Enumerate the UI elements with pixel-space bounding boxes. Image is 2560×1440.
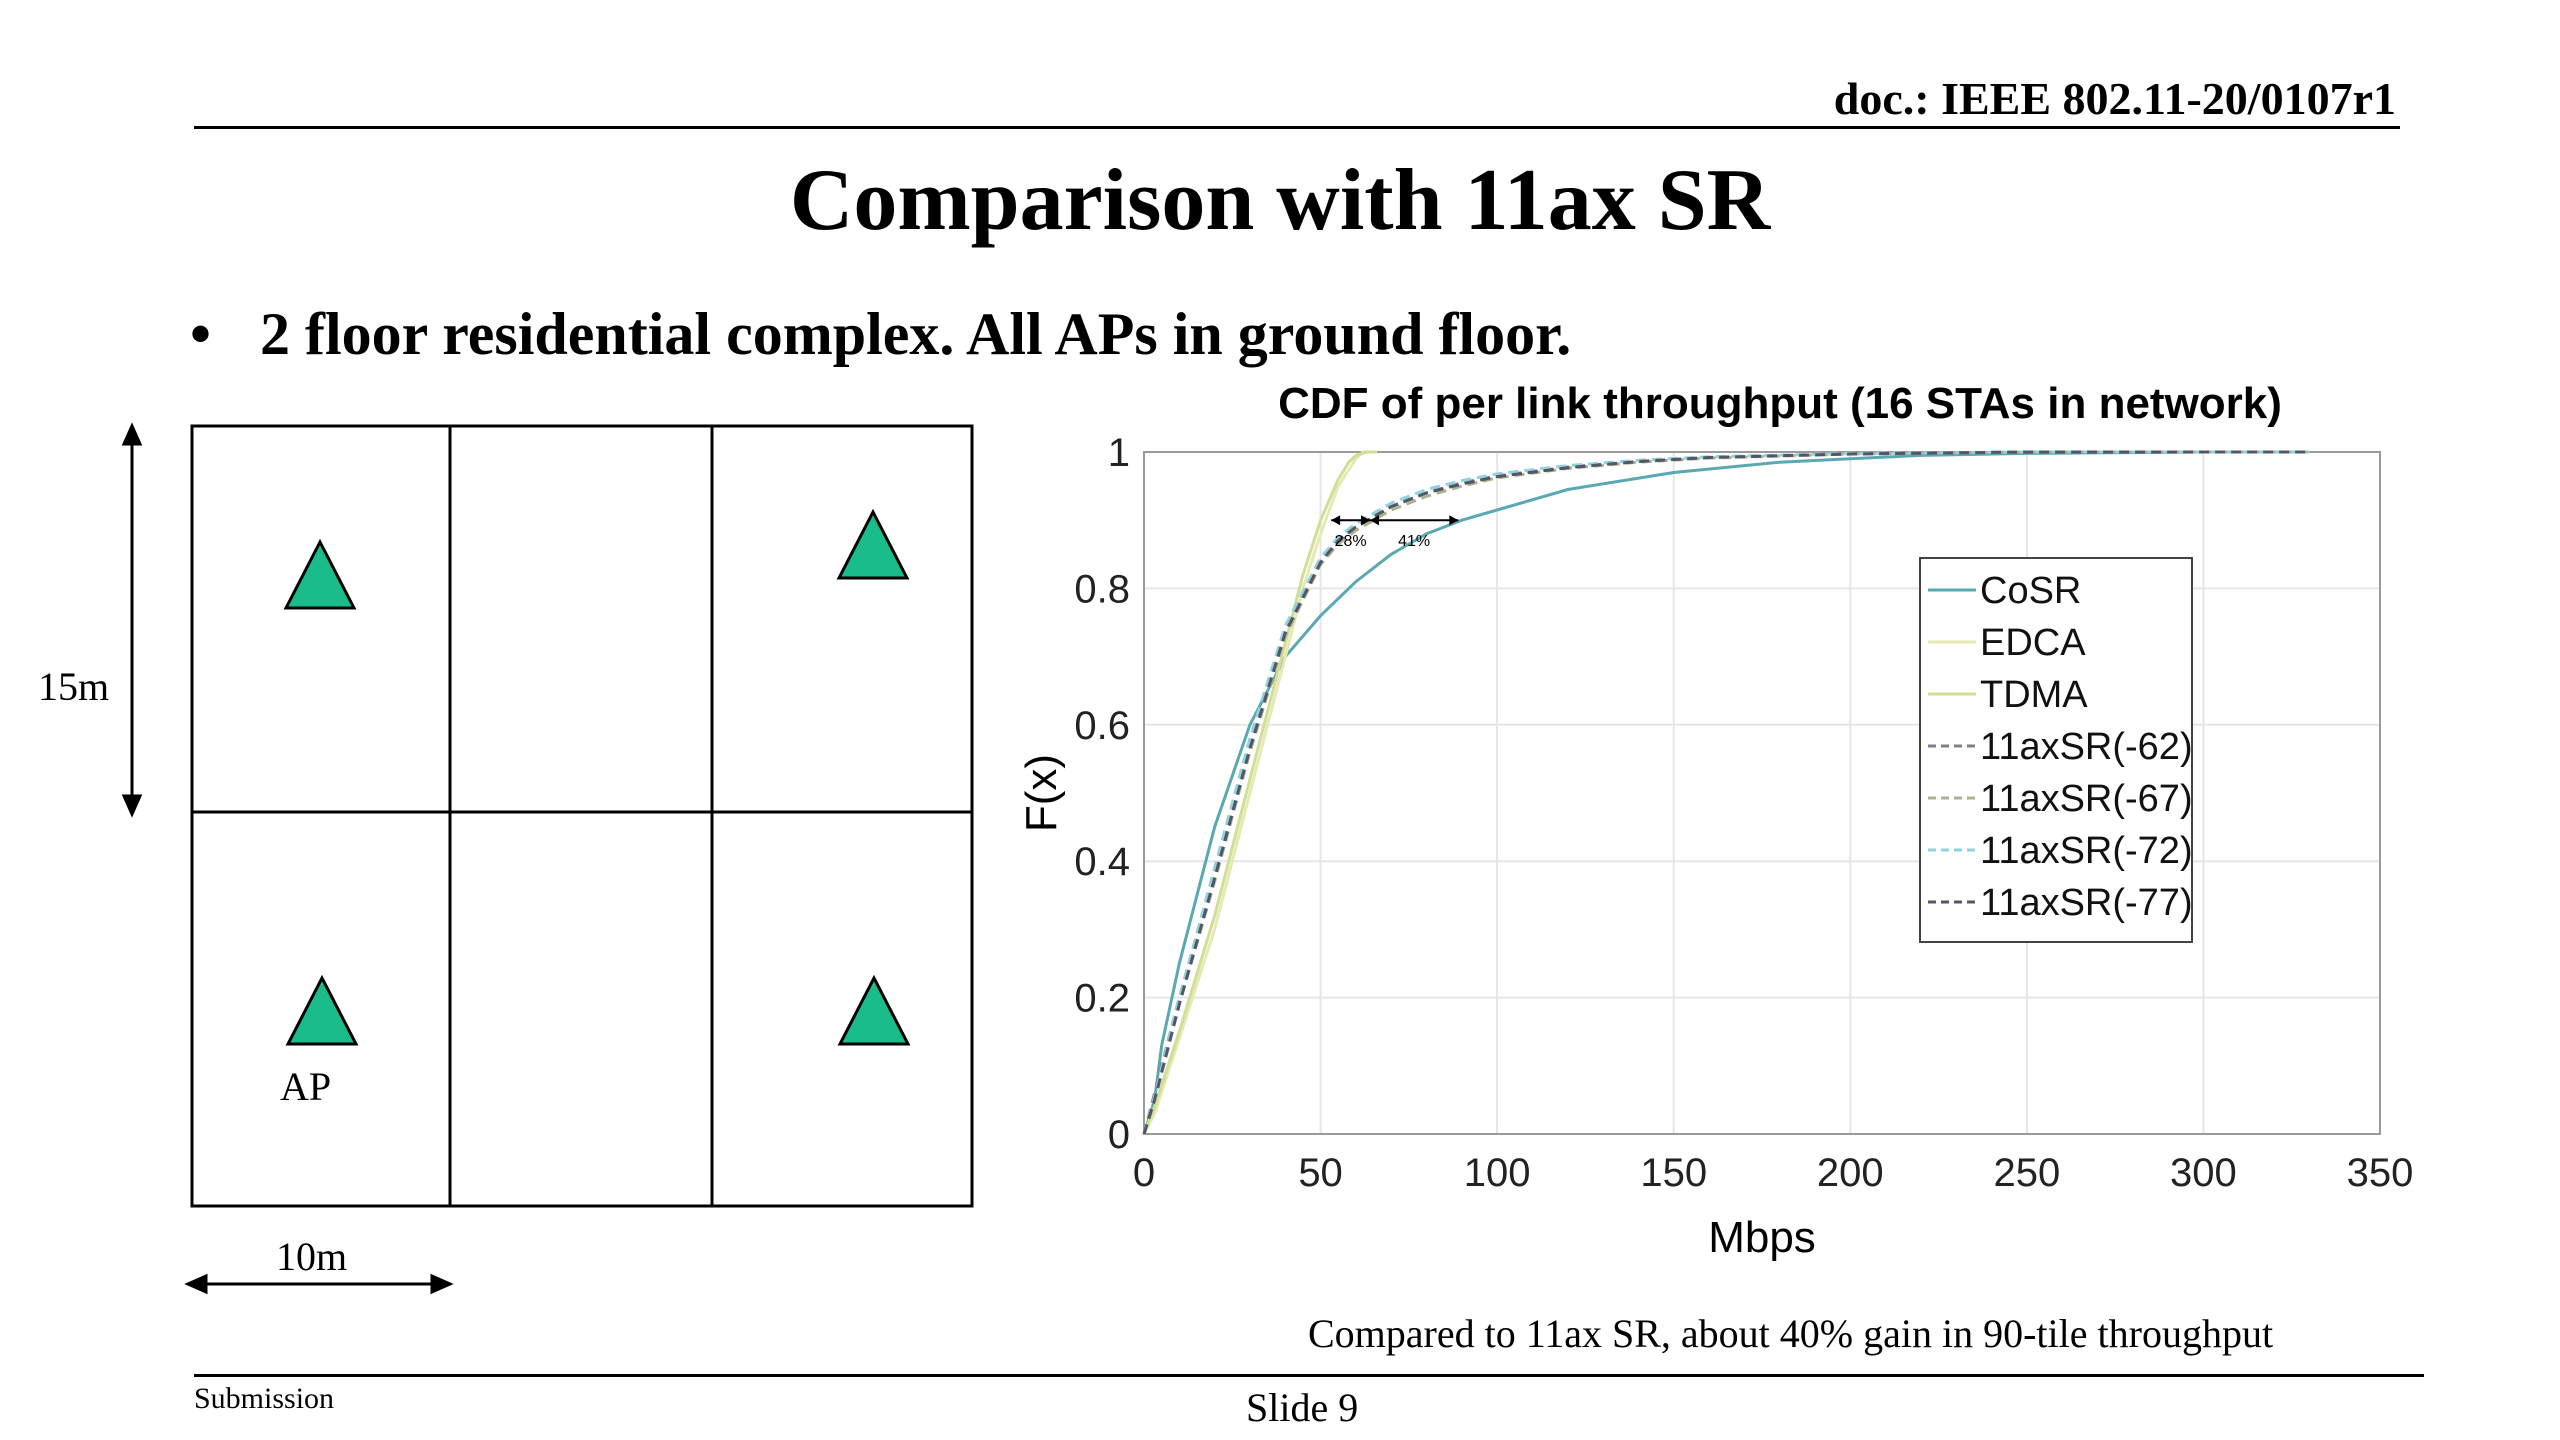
annotation-arrowhead — [1370, 515, 1380, 526]
annotation-arrowhead — [1449, 515, 1459, 526]
annotation-label: 41% — [1398, 533, 1430, 550]
legend-entry: 11axSR(-72) — [1980, 830, 2193, 872]
floor-grid — [190, 424, 974, 1208]
x-tick-label: 50 — [1298, 1151, 1343, 1195]
y-tick-label: 0 — [1108, 1113, 1130, 1157]
y-tick-label: 1 — [1108, 431, 1130, 475]
axis-ticks: 0 50 100 150 200 250 300 350 0 0.2 0.4 0.6 0.8 1 — [1074, 431, 2413, 1195]
x-tick-label: 150 — [1640, 1151, 1707, 1195]
annotation-arrowhead — [1331, 515, 1341, 526]
plot-area-frame — [1143, 451, 2381, 1135]
legend-entry: 11axSR(-77) — [1980, 882, 2193, 924]
chart-title: CDF of per link throughput (16 STAs in n… — [1278, 380, 2282, 428]
ap-triangle-icon — [285, 974, 359, 1046]
ap-label: AP — [280, 1064, 331, 1109]
footer-divider — [194, 1374, 2424, 1377]
y-axis-label: F(x) — [1017, 754, 1066, 832]
x-axis-label: Mbps — [1708, 1213, 1816, 1262]
y-tick-label: 0.6 — [1074, 704, 1130, 748]
x-tick-label: 200 — [1817, 1151, 1884, 1195]
series-line — [1142, 450, 1378, 1135]
slide-title: Comparison with 11ax SR — [789, 152, 1771, 249]
width-label: 10m — [276, 1234, 347, 1279]
bullet-text: 2 floor residential complex. All APs in … — [260, 301, 1572, 367]
y-tick-label: 0.8 — [1074, 567, 1130, 611]
x-tick-label: 300 — [2170, 1151, 2237, 1195]
x-tick-label: 350 — [2347, 1151, 2414, 1195]
chart-annotations: 28% 41% — [1331, 515, 1459, 550]
document-id: doc.: IEEE 802.11-20/0107r1 — [1833, 73, 2396, 124]
footer-submission: Submission — [194, 1382, 335, 1415]
cdf-chart: CDF of per link throughput (16 STAs in n… — [1017, 380, 2413, 1262]
bullet-marker: • — [190, 301, 212, 367]
height-label: 15m — [38, 664, 109, 709]
chart-legend: CoSR EDCA TDMA 11axSR(-62) 11axSR(-67) 11axSR… — [1919, 557, 2193, 943]
x-tick-label: 100 — [1464, 1151, 1531, 1195]
legend-entry: CoSR — [1980, 570, 2081, 612]
series-line — [1142, 450, 2275, 1135]
ap-triangle-icon — [837, 974, 911, 1046]
legend-entry: EDCA — [1980, 622, 2086, 664]
width-dimension — [184, 1273, 454, 1295]
series-line — [1142, 450, 1374, 1135]
series-line — [1142, 450, 2310, 1135]
slide-caption: Compared to 11ax SR, about 40% gain in 9… — [1308, 1311, 2274, 1356]
series-line — [1142, 450, 2310, 1135]
y-tick-label: 0.4 — [1074, 840, 1130, 884]
floor-plan-diagram: 15m 10m AP — [38, 422, 974, 1295]
legend-entry: 11axSR(-67) — [1980, 778, 2193, 820]
annotation-label: 28% — [1335, 533, 1367, 550]
series-line — [1142, 450, 2310, 1135]
header-divider — [194, 126, 2400, 129]
annotation-arrowhead — [1361, 515, 1371, 526]
slide-number: Slide 9 — [1246, 1385, 1359, 1430]
height-dimension — [121, 422, 143, 818]
legend-entry: TDMA — [1980, 674, 2088, 716]
bullet-point: • 2 floor residential complex. All APs in… — [190, 300, 1571, 369]
y-tick-label: 0.2 — [1074, 977, 1130, 1021]
x-tick-label: 0 — [1133, 1151, 1155, 1195]
access-points — [283, 508, 911, 1046]
chart-series — [1142, 450, 2310, 1135]
legend-box — [1919, 557, 2193, 943]
x-tick-label: 250 — [1993, 1151, 2060, 1195]
ap-triangle-icon — [283, 538, 357, 610]
floor-outline — [190, 424, 974, 1208]
legend-entry: 11axSR(-62) — [1980, 726, 2193, 768]
ap-triangle-icon — [836, 508, 910, 580]
